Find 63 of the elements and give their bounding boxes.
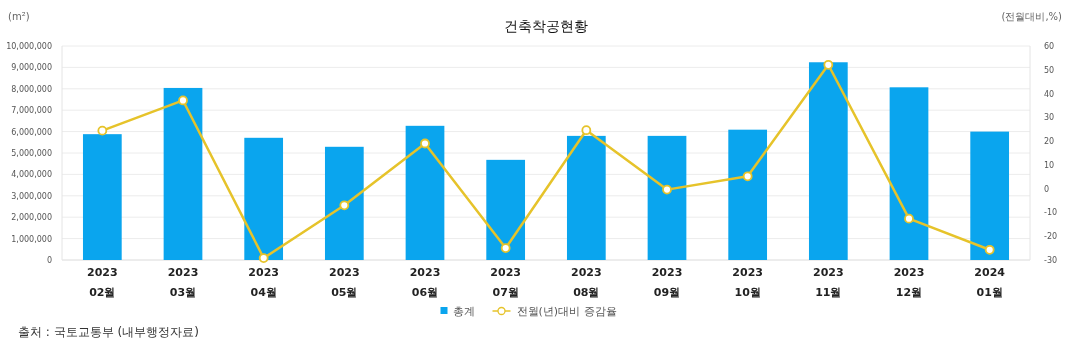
y2-tick-label: -30 [1044,256,1058,265]
point [904,213,914,224]
point [97,125,108,136]
bar [728,129,768,260]
source-note: 출처 : 국토교통부 (내부행정자료) [18,325,199,339]
y2-tick-label: 60 [1044,42,1055,51]
point [581,125,592,136]
y2-tick-label: 30 [1044,113,1055,123]
y-tick-label: 10,000,000 [6,42,52,51]
x-tick-label: 2023 09월 [651,266,683,299]
y-axis-title: (m²) [8,11,30,22]
y2-axis-title: (전월대비,%) [1001,11,1063,22]
y-tick-label: 3,000,000 [11,191,52,201]
y2-tick-label: 10 [1044,160,1055,170]
bar [405,125,445,260]
point [823,59,834,70]
y2-tick-label: 40 [1044,89,1055,99]
point [662,184,672,195]
bar [970,131,1010,260]
x-tick-label: 2023 10월 [732,266,763,299]
chart-title: 건축착공현황 [504,18,588,34]
y2-tick-label: 20 [1044,137,1055,147]
y-tick-label: 6,000,000 [11,127,52,137]
bar [647,135,687,260]
x-tick-label: 2023 04월 [248,266,279,299]
y-tick-label: 2,000,000 [11,213,52,223]
y-tick-label: 9,000,000 [11,63,52,73]
bar [808,62,848,260]
point [984,244,995,255]
x-tick-label: 2023 07월 [490,266,521,299]
point [258,253,269,263]
point [420,138,430,149]
bar [163,87,203,260]
y-tick-label: 8,000,000 [11,84,52,94]
bar [244,137,284,260]
point [178,95,188,106]
x-tick-label: 2023 02월 [87,266,118,299]
x-tick-label: 2023 05월 [329,266,360,299]
point [500,243,511,254]
y-tick-label: 0 [46,256,52,265]
bar [82,134,122,260]
bar [566,135,606,260]
y-tick-label: 4,000,000 [11,170,52,180]
bar [324,146,364,260]
x-tick-label: 2023 06월 [409,266,441,299]
y2-tick-label: -10 [1044,208,1058,218]
legend-label: 전월(년)대비 증감율 [516,305,617,318]
legend-label: 총계 [452,305,475,318]
y2-tick-label: 50 [1044,65,1055,75]
y2-tick-label: 0 [1044,184,1050,194]
y-tick-label: 5,000,000 [11,149,52,158]
y-tick-label: 1,000,000 [11,234,52,244]
y-tick-label: 7,000,000 [11,106,52,116]
x-tick-label: 2023 03월 [167,266,199,299]
y2-tick-label: -20 [1044,232,1058,242]
point [339,200,350,211]
bar [889,87,929,260]
x-tick-label: 2023 11월 [813,266,844,299]
point [742,171,753,182]
bar [486,159,526,260]
x-tick-label: 2023 12월 [893,266,925,299]
x-tick-label: 2024 01월 [974,266,1006,299]
x-tick-label: 2023 08월 [571,266,602,299]
